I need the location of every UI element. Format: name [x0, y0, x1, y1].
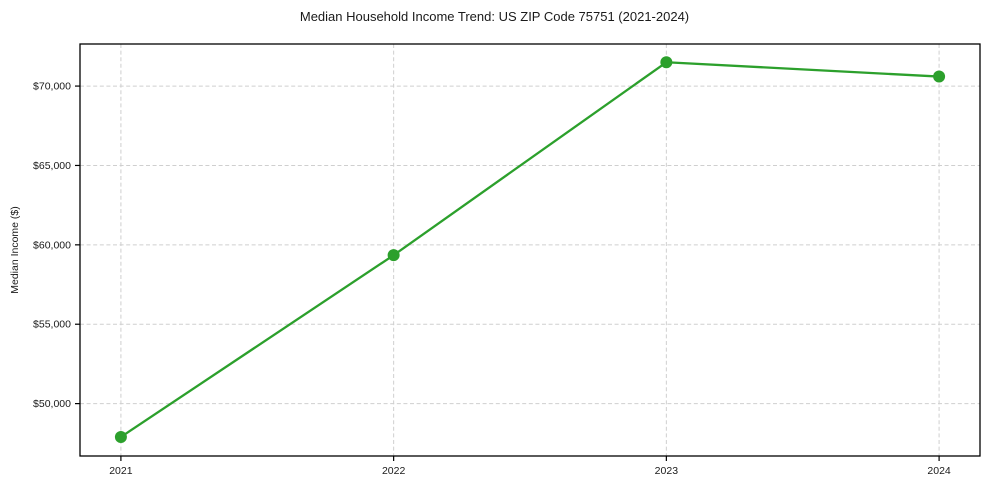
y-tick-label: $60,000: [33, 239, 71, 251]
y-tick-label: $50,000: [33, 398, 71, 410]
trend-line: [119, 61, 941, 439]
x-tick-label: 2023: [655, 465, 679, 477]
data-point-2023: [660, 56, 673, 69]
chart-title: Median Household Income Trend: US ZIP Co…: [299, 9, 690, 24]
x-tick-label: 2024: [927, 465, 951, 477]
y-tick-label: $55,000: [33, 319, 71, 331]
x-tick-label: 2022: [382, 465, 406, 477]
x-tick-label: 2021: [109, 465, 133, 477]
data-point-2021: [114, 430, 127, 443]
data-point-2022: [387, 249, 400, 262]
data-point-2024: [933, 70, 946, 83]
y-tick-label: $70,000: [33, 81, 71, 93]
y-tick-label: $65,000: [33, 160, 71, 172]
plot-border: [79, 43, 981, 457]
